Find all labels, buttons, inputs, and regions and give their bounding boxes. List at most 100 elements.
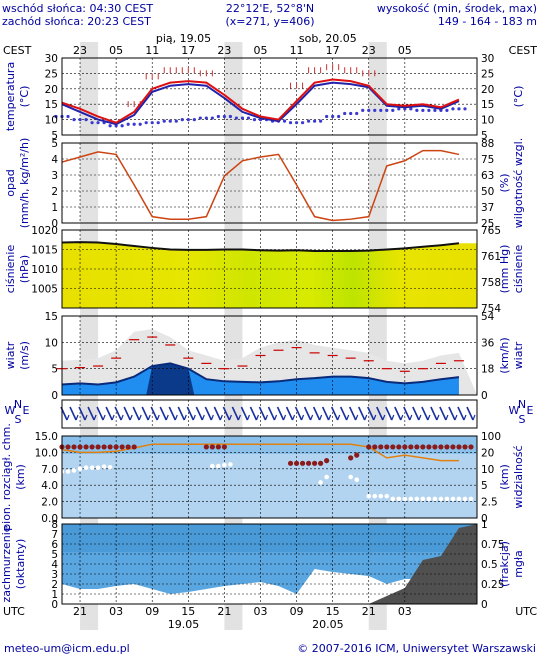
wind-axis-unit: (m/s)	[18, 341, 31, 370]
dew-point-dot	[108, 124, 112, 128]
bottom-hour-label-5: 03	[253, 605, 267, 618]
cloud-base-dot	[390, 496, 396, 502]
cloud-base-dot	[408, 496, 414, 502]
visibility-right-tick-4: 20	[481, 447, 494, 459]
dew-point-dot	[397, 107, 401, 111]
bottom-hour-label-3: 15	[181, 605, 195, 618]
fog-right-tick-3: 0.75	[481, 539, 504, 551]
bottom-hour-label-9: 03	[398, 605, 412, 618]
visibility-right-tick-5: 100	[481, 431, 501, 443]
cloud-base-dot	[402, 496, 408, 502]
dew-point-dot	[427, 108, 431, 112]
wind-direction-arrow	[78, 406, 86, 421]
cloud-top-dot	[390, 444, 396, 450]
wind-direction-arrowhead	[436, 414, 440, 421]
wind-direction-arrowhead	[391, 414, 395, 421]
cloud-base-dot	[384, 493, 390, 499]
wind-direction-arrow	[321, 406, 330, 421]
temperature-right-tick-0: 5	[481, 130, 488, 142]
dew-point-dot	[313, 119, 317, 123]
wind-direction-arrow	[285, 406, 294, 421]
dew-point-dot	[331, 114, 335, 119]
dew-point-dot	[337, 114, 341, 119]
dew-point-dot	[174, 119, 178, 123]
cloud-top-dot	[396, 444, 402, 450]
wind-direction-arrow	[105, 406, 113, 421]
cloudiness-left-tick-5: 5	[51, 549, 58, 561]
bottom-hour-label-1: 03	[109, 605, 123, 618]
wind-direction-arrowhead	[364, 414, 368, 421]
wind-direction-arrowhead	[84, 414, 88, 421]
pressure-axis-unit: (hPa)	[18, 255, 31, 283]
pressure-panel-frame	[61, 229, 478, 309]
temperature-axis-unit: (°C)	[18, 86, 31, 108]
wind-direction-arrow	[195, 406, 204, 421]
dew-point-dot	[361, 108, 365, 112]
cloud-base-dot	[65, 469, 71, 474]
cloud-top-dot	[414, 444, 420, 450]
dew-point-dot	[433, 108, 437, 112]
cloud-base-dot	[378, 493, 384, 499]
wind-panel-frame	[61, 315, 478, 396]
wind-axis-label-right: wiatr	[512, 341, 525, 369]
cloud-top-dot	[113, 444, 119, 450]
wind-direction-arrow	[421, 406, 429, 421]
pressure-left-tick-0: 1005	[31, 284, 58, 296]
cloud-base-dot	[318, 480, 323, 485]
dew-point-dot	[228, 114, 233, 119]
wind-direction-arrowhead	[472, 414, 476, 421]
precipitation-left-tick-2: 2	[51, 186, 58, 198]
cloud-top-dot	[420, 444, 426, 450]
pressure-right-tick-1: 758	[481, 277, 501, 289]
cloud-top-dot	[203, 444, 209, 450]
cloud-top-dot	[384, 444, 390, 450]
cloud-top-dot	[408, 444, 414, 450]
precipitation-axis-unit: (mm/h, kg/m²/h)	[18, 138, 31, 229]
wind-left-tick-0: 0	[51, 390, 58, 402]
cloud-base-dot	[107, 464, 113, 470]
wind-direction-arrowhead	[138, 414, 142, 421]
wind-direction-arrow	[394, 406, 402, 421]
wind-direction-arrow	[303, 406, 312, 421]
wind-direction-arrowhead	[75, 414, 79, 421]
cloud-axis-unit: (km)	[14, 464, 27, 490]
precipitation-axis-label: opad	[4, 169, 17, 196]
temperature-left-tick-3: 20	[45, 84, 58, 96]
wind-direction-arrowhead	[201, 414, 205, 421]
cloud-top-dot	[318, 460, 324, 466]
wind-direction-arrowhead	[273, 414, 278, 421]
visibility-axis-label: widzialność	[512, 445, 525, 508]
dew-point-dot	[54, 114, 58, 119]
temperature-left-tick-4: 25	[45, 68, 58, 80]
wind-direction-arrowhead	[445, 414, 449, 421]
cloud-top-dot	[402, 444, 408, 450]
top-timezone-right: CEST	[509, 44, 538, 57]
grid-position-text: (x=271, y=406)	[225, 15, 314, 28]
wind-direction-arrow	[339, 406, 348, 421]
cloud-top-dot	[287, 460, 294, 466]
dew-point-dot	[186, 118, 190, 122]
pressure-axis-label-right: ciśnienie	[512, 245, 525, 294]
precipitation-left-tick-4: 4	[51, 154, 58, 166]
cloud-top-dot	[312, 460, 318, 466]
wind-direction-arrow	[141, 406, 149, 421]
wind-direction-arrow	[213, 406, 222, 421]
compass-left-E: E	[23, 404, 30, 417]
dew-point-dot	[391, 108, 395, 112]
wind-direction-arrow	[430, 406, 438, 421]
wind-direction-arrow	[240, 406, 249, 421]
dew-point-dot	[445, 108, 449, 112]
temperature-left-tick-2: 15	[45, 99, 58, 111]
cloud-base-dot	[348, 474, 353, 480]
wind-right-tick-2: 36	[481, 337, 495, 349]
cloudiness-axis-unit: (oktanty)	[14, 539, 27, 590]
cloud-top-dot	[71, 444, 77, 450]
wind-direction-arrowhead	[174, 414, 178, 421]
wind-direction-arrowhead	[427, 414, 431, 421]
dew-point-dot	[343, 111, 347, 116]
humidity-axis-label: wilgotność wzgl.	[512, 138, 525, 228]
cloudiness-left-tick-7: 7	[51, 529, 58, 541]
height-label: wysokość (min, środek, max)	[377, 2, 537, 15]
fog-area	[62, 524, 477, 604]
temperature-left-tick-1: 10	[45, 115, 58, 127]
